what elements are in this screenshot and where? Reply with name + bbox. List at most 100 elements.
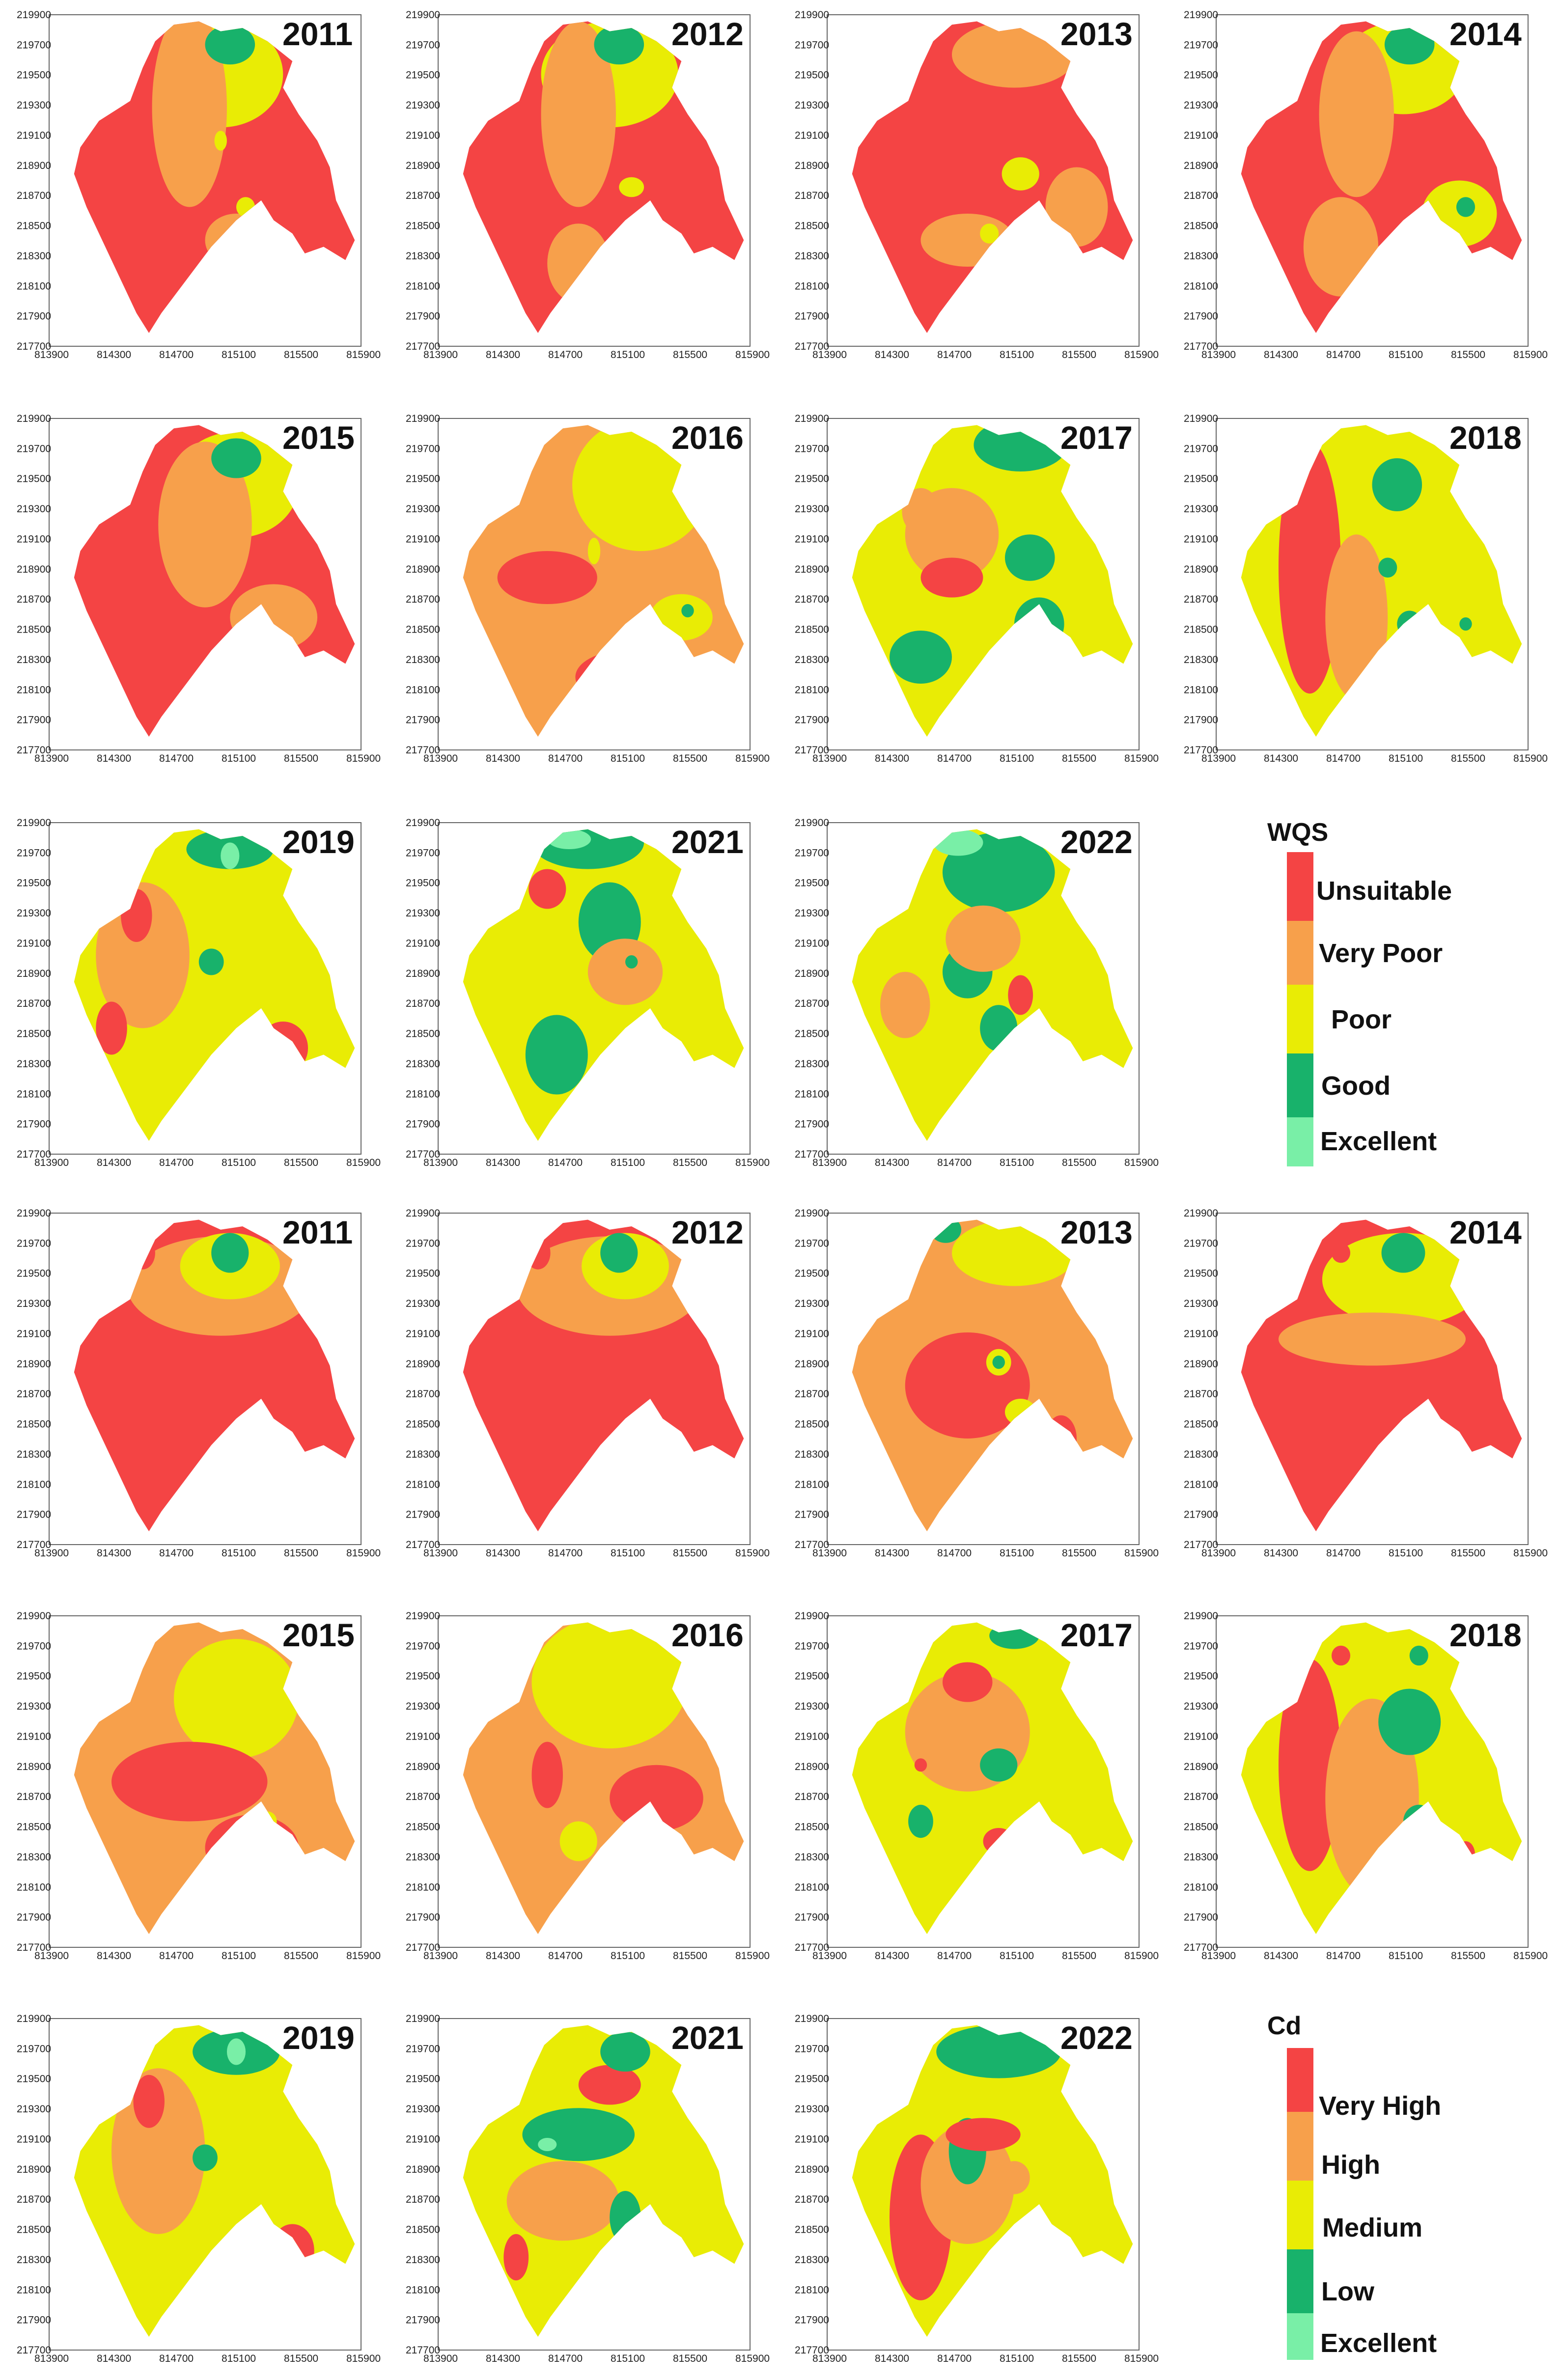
y-tick-label: 218100 (795, 280, 829, 292)
x-tick-label: 815500 (284, 349, 318, 360)
y-tick-label: 217700 (406, 2345, 440, 2356)
year-label: 2011 (282, 16, 353, 52)
y-tick-label: 218100 (795, 1882, 829, 1893)
y-tick-label: 219100 (1184, 1328, 1218, 1339)
x-tick-label: 813900 (34, 349, 69, 360)
map-panel-cd-2019: 219900 219700 219500 219300 219100 218900 2187… (17, 2013, 381, 2364)
legend-label-unsuitable: Unsuitable (1316, 876, 1452, 906)
y-tick-label: 219900 (406, 817, 440, 829)
y-tick-label: 219100 (17, 1731, 51, 1742)
y-tick-label: 218500 (795, 1028, 829, 1040)
y-tick-label: 218100 (795, 1088, 829, 1100)
y-tick-label: 217900 (1184, 1509, 1218, 1521)
y-tick-label: 217700 (17, 1539, 51, 1550)
x-tick-label: 814700 (1326, 1950, 1361, 1962)
y-tick-label: 218300 (1184, 250, 1218, 262)
x-tick-label: 814300 (875, 349, 909, 360)
class-zone (600, 1233, 638, 1273)
y-tick-label: 219100 (795, 130, 829, 141)
map-panel-wqs-2011: 219900 219700 219500 219300 219100 218900 2187… (17, 9, 381, 360)
y-tick-label: 219500 (17, 1671, 51, 1682)
y-tick-label: 219300 (1184, 100, 1218, 111)
x-tick-label: 815900 (1124, 1548, 1159, 1559)
class-zone (547, 829, 591, 849)
y-tick-label: 218500 (17, 1028, 51, 1040)
class-zone (205, 1815, 299, 1881)
map-panel-wqs-2013: 219900 219700 219500 219300 219100 218900 2187… (795, 9, 1159, 360)
y-tick-label: 217900 (406, 1509, 440, 1521)
x-tick-label: 815500 (673, 1950, 707, 1962)
y-tick-label: 218700 (17, 190, 51, 201)
x-tick-label: 814300 (875, 1548, 909, 1559)
x-tick-label: 815100 (222, 1157, 256, 1168)
y-tick-label: 218500 (17, 221, 51, 232)
x-tick-label: 815500 (1451, 753, 1485, 764)
year-label: 2014 (1449, 16, 1522, 52)
x-tick-label: 815900 (1513, 753, 1548, 764)
y-tick-label: 219100 (406, 1731, 440, 1742)
y-tick-label: 219300 (406, 503, 440, 515)
x-tick-label: 815500 (1062, 349, 1096, 360)
y-tick-label: 219300 (1184, 503, 1218, 515)
x-tick-label: 815100 (1000, 349, 1034, 360)
legend-label-excellent: Excellent (1320, 2328, 1437, 2358)
y-tick-label: 219100 (795, 2133, 829, 2145)
class-zone (1459, 617, 1472, 631)
map-surface (852, 21, 1133, 333)
y-tick-label: 219500 (795, 2074, 829, 2085)
y-tick-label: 218100 (406, 684, 440, 695)
y-tick-label: 219500 (795, 1268, 829, 1279)
class-zone (600, 2032, 650, 2072)
x-tick-label: 814700 (937, 1157, 972, 1168)
legend-label-very-poor: Very Poor (1319, 939, 1443, 968)
map-panel-cd-2018: 219900 219700 219500 219300 219100 218900 2187… (1184, 1610, 1548, 1962)
class-zone (538, 2138, 557, 2151)
y-tick-label: 219700 (17, 2043, 51, 2054)
legend-label-good: Good (1321, 1071, 1391, 1101)
y-tick-label: 219700 (17, 1238, 51, 1249)
y-tick-label: 218900 (1184, 160, 1218, 171)
y-tick-label: 219500 (17, 473, 51, 485)
x-tick-label: 815900 (1124, 1157, 1159, 1168)
x-tick-label: 814700 (548, 1548, 583, 1559)
y-tick-label: 219300 (406, 1298, 440, 1309)
class-zone (681, 604, 694, 617)
x-tick-label: 815100 (222, 349, 256, 360)
base-fill (852, 425, 1133, 737)
y-tick-label: 218900 (406, 564, 440, 575)
class-zone (942, 1662, 993, 1702)
x-tick-label: 813900 (423, 1157, 458, 1168)
y-tick-label: 219900 (795, 413, 829, 424)
x-tick-label: 815100 (1000, 1157, 1034, 1168)
class-zone (111, 1742, 268, 1822)
x-tick-label: 813900 (1201, 1548, 1236, 1559)
class-zone (531, 1742, 563, 1808)
y-tick-label: 218700 (17, 998, 51, 1009)
y-tick-label: 219900 (406, 2013, 440, 2024)
class-zone (211, 1233, 249, 1273)
x-tick-label: 814700 (548, 349, 583, 360)
class-zone (983, 1828, 1014, 1854)
map-panel-cd-2017: 219900 219700 219500 219300 219100 218900 2187… (795, 1610, 1159, 1962)
x-tick-label: 813900 (1201, 1950, 1236, 1962)
map-surface (74, 829, 355, 1141)
class-zone (541, 21, 616, 207)
y-tick-label: 219500 (1184, 70, 1218, 81)
y-tick-label: 218300 (795, 250, 829, 262)
map-frame (827, 1213, 1140, 1545)
y-tick-label: 218500 (406, 221, 440, 232)
y-tick-label: 218300 (17, 1058, 51, 1070)
class-zone (1378, 1688, 1441, 1755)
y-tick-label: 219900 (1184, 413, 1218, 424)
map-surface (463, 829, 744, 1141)
legend-title: WQS (1267, 818, 1329, 847)
map-panel-wqs-2019: 219900 219700 219500 219300 219100 218900 2187… (17, 817, 381, 1168)
y-tick-label: 218100 (795, 684, 829, 695)
y-tick-label: 218700 (17, 594, 51, 605)
x-tick-label: 815900 (1513, 1548, 1548, 1559)
y-tick-label: 218700 (795, 998, 829, 1009)
y-tick-label: 219900 (1184, 1208, 1218, 1219)
y-tick-label: 218500 (17, 1419, 51, 1430)
x-tick-label: 815500 (1451, 1950, 1485, 1962)
y-tick-label: 218700 (406, 2194, 440, 2205)
